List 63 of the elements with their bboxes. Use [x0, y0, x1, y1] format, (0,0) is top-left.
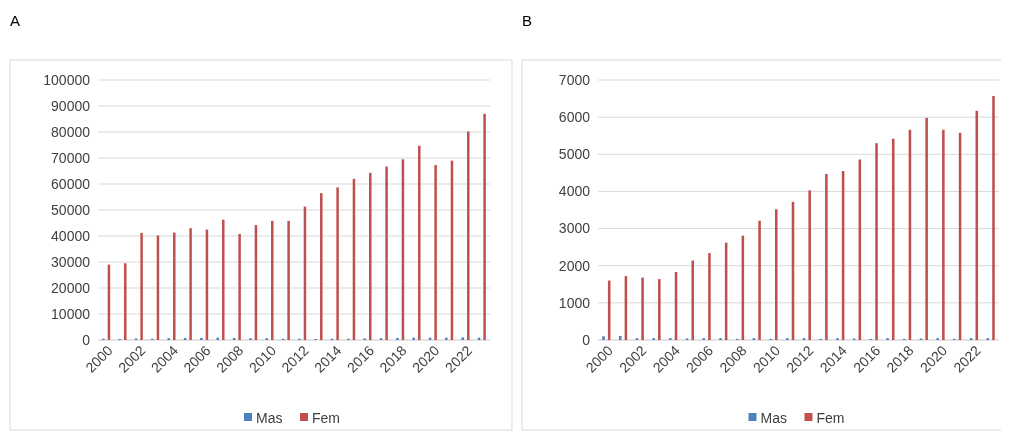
bar [891, 138, 895, 340]
bar [434, 165, 437, 340]
bar [483, 113, 486, 340]
y-tick-label: 6000 [558, 109, 591, 126]
y-tick-label: 70000 [51, 149, 91, 166]
bar [708, 253, 711, 340]
y-tick-label: 3000 [558, 220, 591, 237]
bar [124, 263, 127, 340]
legend-label: Fem [816, 409, 845, 426]
y-tick-label: 30000 [51, 253, 91, 270]
bar [396, 337, 399, 340]
y-tick-label: 80000 [51, 123, 91, 140]
chart-title: B [522, 12, 533, 29]
bar [758, 220, 761, 340]
bar [658, 279, 661, 340]
legend-label: Mas [256, 409, 283, 426]
bar [369, 172, 372, 340]
y-tick-label: 50000 [51, 201, 91, 218]
y-tick-label: 7000 [558, 71, 591, 88]
y-tick-label: 0 [82, 331, 91, 348]
bar [336, 187, 339, 340]
y-tick-label: 40000 [51, 227, 91, 244]
y-tick-label: 90000 [51, 97, 91, 114]
chart-title: A [10, 12, 21, 29]
bar [992, 95, 995, 340]
y-tick-label: 4000 [558, 183, 591, 200]
bar [189, 228, 192, 340]
legend-label: Mas [760, 409, 787, 426]
bar [418, 145, 421, 340]
y-tick-label: 2000 [558, 257, 591, 274]
bar [775, 209, 778, 340]
y-tick-label: 1000 [558, 294, 591, 311]
bar [808, 190, 811, 340]
bar [216, 337, 219, 340]
bar [641, 277, 644, 340]
bar [271, 220, 274, 340]
bar [942, 129, 945, 340]
bar [467, 131, 470, 340]
bar [412, 337, 415, 340]
y-tick-label: 5000 [558, 146, 591, 163]
bar [238, 233, 241, 340]
bar [385, 166, 388, 340]
legend-label: Fem [312, 409, 340, 426]
bar [825, 173, 828, 340]
bar [287, 220, 290, 340]
y-tick-label: 10000 [51, 305, 91, 322]
bar [691, 260, 695, 340]
bar [461, 337, 464, 340]
bar [140, 232, 143, 340]
bar [602, 336, 605, 340]
bar [320, 193, 323, 340]
y-tick-label: 20000 [51, 279, 91, 296]
bar [222, 219, 225, 340]
bar [975, 110, 979, 340]
bar [925, 117, 928, 340]
bar [618, 335, 622, 340]
bar [445, 337, 448, 340]
bar [875, 143, 878, 340]
bar [173, 232, 176, 340]
y-tick-label: 0 [582, 331, 591, 348]
y-tick-label: 60000 [51, 175, 91, 192]
y-tick-label: 100000 [43, 71, 91, 88]
bar [200, 337, 203, 340]
